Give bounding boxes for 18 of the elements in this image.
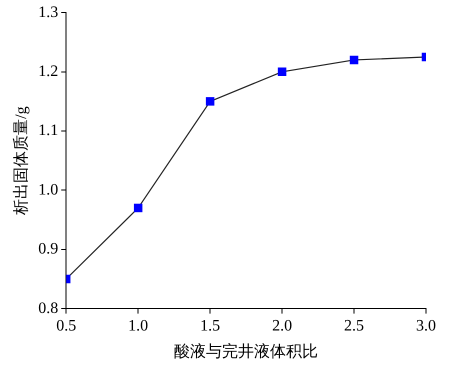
x-tick-label: 3.0: [416, 317, 436, 334]
point: [206, 97, 214, 106]
x-tick-label: 1.0: [128, 317, 148, 334]
point: [278, 68, 286, 76]
y-tick-label: 1.2: [38, 63, 58, 80]
y-tick-label: 0.9: [38, 240, 58, 258]
x-axis-title: 酸液与完井液体积比: [174, 342, 318, 361]
point: [350, 56, 358, 64]
y-tick-label: 1.3: [38, 4, 58, 21]
x-tick-label: 1.5: [200, 317, 220, 334]
y-tick-label: 0.8: [38, 300, 58, 317]
x-tick-label: 2.5: [344, 317, 364, 334]
x-tick-label: 2.0: [272, 317, 292, 334]
y-tick-label: 1.0: [38, 181, 58, 198]
x-tick-label: 0.5: [56, 317, 76, 334]
y-axis-title: 析出固体质量/g: [12, 106, 30, 216]
point: [134, 204, 142, 212]
y-tick-label: 1.1: [38, 122, 58, 140]
